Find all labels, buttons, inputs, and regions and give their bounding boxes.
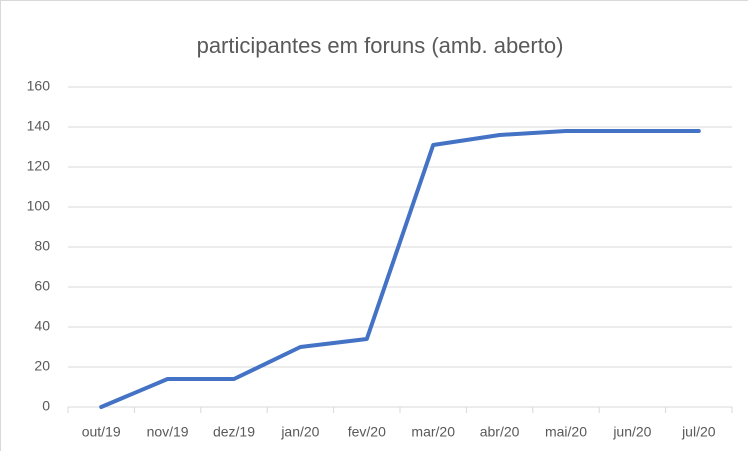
y-tick-label: 20 [34,358,50,374]
x-tick-label: dez/19 [213,424,255,440]
y-tick-label: 40 [34,318,50,334]
data-line [99,129,701,409]
x-tick-label: jul/20 [681,424,716,440]
y-tick-label: 120 [27,158,51,174]
y-tick-label: 140 [27,118,51,134]
y-tick-label: 160 [27,78,51,94]
y-tick-label: 100 [27,198,51,214]
x-tick-label: out/19 [82,424,121,440]
x-tick-label: abr/20 [480,424,520,440]
y-tick-label: 80 [34,238,50,254]
y-tick-label: 60 [34,278,50,294]
x-tick-label: nov/19 [147,424,189,440]
x-tick-label: jun/20 [612,424,651,440]
x-tick-label: jan/20 [280,424,319,440]
x-tick-label: fev/20 [348,424,386,440]
y-tick-label: 0 [42,398,50,414]
x-tick-label: mai/20 [545,424,587,440]
chart-title: participantes em foruns (amb. aberto) [197,33,564,58]
x-tick-label: mar/20 [411,424,455,440]
